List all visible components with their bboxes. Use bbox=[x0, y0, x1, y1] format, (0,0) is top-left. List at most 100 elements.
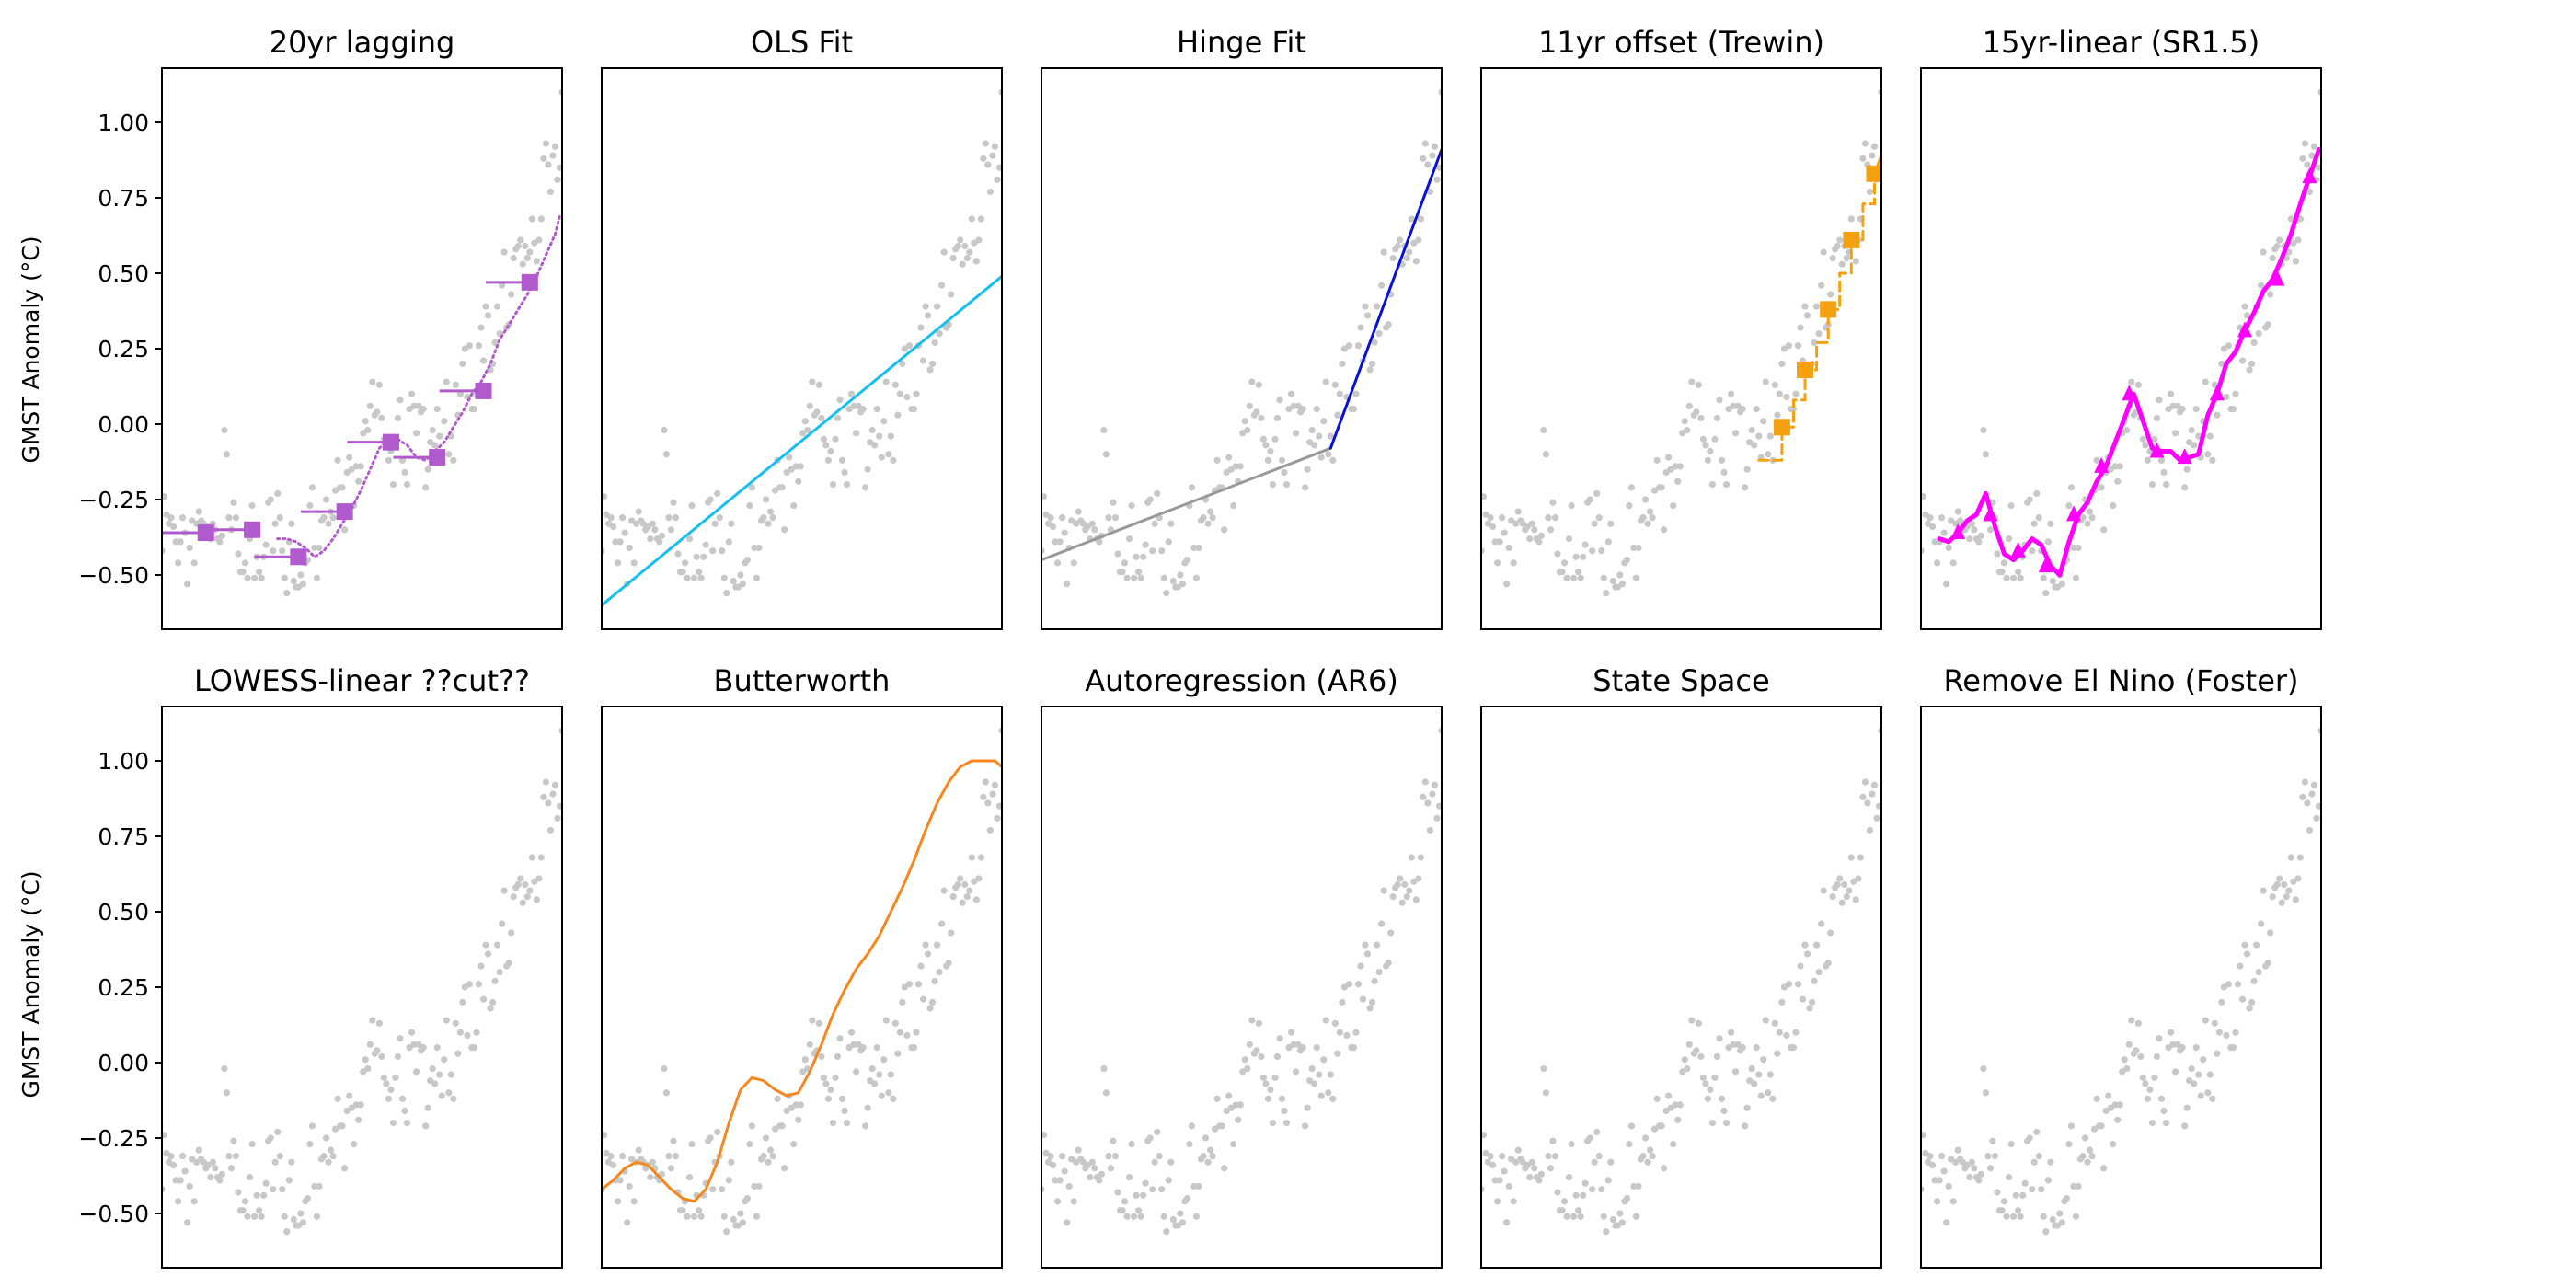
y-tick-label: 1.00 bbox=[98, 109, 149, 136]
observation-point bbox=[1128, 1140, 1135, 1148]
observation-point bbox=[1264, 1095, 1272, 1102]
observation-point bbox=[1056, 1177, 1064, 1184]
observation-point bbox=[685, 1174, 694, 1181]
observation-point bbox=[864, 466, 871, 473]
observation-point bbox=[1041, 1132, 1048, 1139]
observation-point bbox=[1641, 1134, 1650, 1142]
observation-point bbox=[1435, 802, 1442, 810]
observation-point bbox=[1221, 526, 1228, 534]
observation-point bbox=[1435, 164, 1442, 171]
observation-point bbox=[1681, 1056, 1688, 1064]
observation-point bbox=[1281, 1107, 1288, 1115]
observation-point bbox=[2162, 1119, 2170, 1127]
observation-point bbox=[1339, 360, 1346, 367]
observation-point bbox=[1570, 574, 1578, 581]
observation-point bbox=[1542, 1089, 1550, 1097]
observation-point bbox=[1354, 342, 1363, 350]
observation-point bbox=[523, 893, 531, 901]
observation-point bbox=[288, 520, 295, 527]
observation-point bbox=[1563, 574, 1570, 581]
observation-point bbox=[1110, 499, 1117, 506]
observation-point bbox=[2179, 405, 2186, 413]
panel-title: OLS Fit bbox=[751, 25, 853, 60]
square-marker bbox=[1797, 361, 1814, 378]
observation-point bbox=[2285, 887, 2293, 894]
observation-point bbox=[1785, 342, 1793, 350]
observation-point bbox=[2269, 893, 2276, 901]
observation-point bbox=[341, 526, 349, 534]
panel-title: State Space bbox=[1593, 663, 1769, 698]
observation-point bbox=[322, 496, 330, 503]
observation-point bbox=[2079, 1153, 2087, 1160]
observation-point bbox=[2005, 535, 2013, 543]
observation-point bbox=[299, 1219, 306, 1226]
observation-point bbox=[1699, 1074, 1707, 1081]
observation-point bbox=[1575, 569, 1582, 576]
observation-point bbox=[2304, 799, 2311, 807]
observation-point bbox=[250, 574, 259, 581]
observation-point bbox=[746, 501, 753, 510]
observation-point bbox=[1730, 1041, 1737, 1048]
observation-point bbox=[1206, 1146, 1214, 1154]
observation-point bbox=[995, 802, 1002, 810]
observation-point bbox=[1789, 405, 1798, 413]
observation-point bbox=[1123, 574, 1131, 581]
observation-point bbox=[2134, 1019, 2142, 1027]
observation-point bbox=[306, 501, 314, 510]
observation-point bbox=[1406, 248, 1413, 256]
observation-point bbox=[1604, 1177, 1612, 1184]
observation-point bbox=[1818, 920, 1825, 927]
observation-point bbox=[408, 1029, 416, 1036]
observation-point bbox=[914, 981, 923, 988]
observation-point bbox=[1061, 529, 1068, 536]
observation-point bbox=[2237, 962, 2244, 970]
y-tick-label: −0.50 bbox=[78, 1201, 149, 1227]
observation-point bbox=[1639, 1153, 1647, 1160]
observation-point bbox=[366, 1041, 374, 1048]
observation-point bbox=[290, 1215, 297, 1224]
observation-point bbox=[864, 1104, 871, 1111]
observation-point bbox=[1792, 1029, 1800, 1036]
observation-point bbox=[661, 1064, 668, 1073]
y-axis-label-top-row: GMST Anomaly (°C) bbox=[17, 236, 44, 463]
observation-point bbox=[748, 484, 756, 491]
observation-point bbox=[1702, 442, 1709, 449]
series-line bbox=[602, 759, 1002, 1203]
observation-point bbox=[554, 814, 561, 822]
observation-point bbox=[1059, 1153, 1066, 1160]
observation-point bbox=[1971, 1165, 1978, 1172]
y-tick-label: −0.25 bbox=[78, 487, 149, 513]
observation-point bbox=[1487, 1153, 1494, 1160]
observation-point bbox=[647, 535, 654, 543]
observation-point bbox=[2243, 312, 2251, 319]
observation-point bbox=[2192, 1043, 2200, 1052]
observation-point bbox=[162, 1132, 168, 1139]
observation-point bbox=[905, 342, 914, 350]
observation-point bbox=[1720, 468, 1728, 477]
observation-point bbox=[316, 1182, 323, 1190]
observation-point bbox=[1934, 1198, 1941, 1205]
observation-point bbox=[162, 493, 168, 500]
axes-frame bbox=[1920, 706, 2322, 1269]
observation-point bbox=[2296, 854, 2304, 861]
observation-point bbox=[2255, 330, 2262, 338]
observation-point bbox=[1695, 1019, 1702, 1027]
observation-point bbox=[2021, 1179, 2029, 1187]
observation-point bbox=[1255, 1019, 1262, 1027]
observation-point bbox=[2072, 574, 2080, 581]
observation-point bbox=[1565, 535, 1573, 543]
observation-point bbox=[542, 778, 549, 786]
observation-point bbox=[1151, 1158, 1158, 1166]
observation-point bbox=[177, 538, 184, 546]
observation-point bbox=[1061, 1167, 1068, 1175]
observation-point bbox=[806, 1041, 813, 1048]
observation-point bbox=[1510, 559, 1517, 567]
observation-point bbox=[2042, 590, 2050, 597]
observation-point bbox=[1765, 451, 1772, 458]
observation-point bbox=[383, 1080, 390, 1087]
observation-point bbox=[765, 1158, 772, 1166]
observation-point bbox=[1739, 1043, 1746, 1052]
observation-point bbox=[1627, 1122, 1636, 1130]
observation-point bbox=[1649, 1153, 1656, 1160]
observation-point bbox=[1362, 941, 1369, 949]
